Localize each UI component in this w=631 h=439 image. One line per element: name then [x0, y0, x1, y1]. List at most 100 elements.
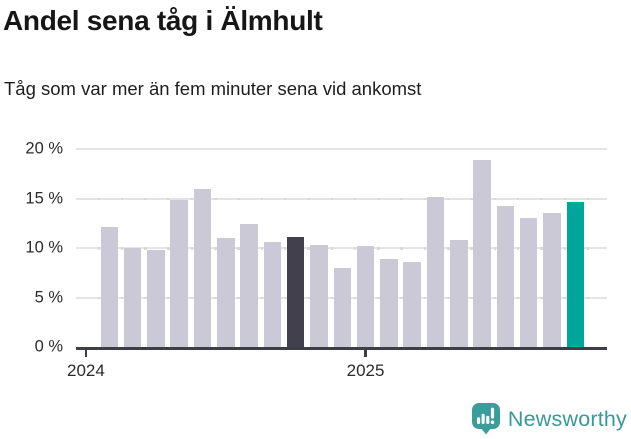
grid-minor-tick	[283, 296, 287, 299]
grid-minor-tick	[423, 247, 427, 250]
grid-minor-tick	[377, 197, 380, 200]
grid-minor-tick	[190, 197, 194, 200]
grid-minor-tick	[353, 197, 357, 200]
grid-minor-tick	[470, 247, 473, 250]
grid-minor-tick	[307, 247, 310, 250]
gridline-15	[76, 197, 607, 200]
grid-minor-tick	[214, 247, 217, 250]
grid-minor-tick	[423, 296, 427, 299]
grid-minor-tick	[167, 247, 170, 250]
grid-minor-tick	[144, 247, 147, 250]
bar-2	[123, 248, 142, 347]
grid-minor-tick	[400, 296, 403, 299]
grid-minor-tick	[144, 296, 147, 299]
x-tick-label-2025: 2025	[346, 361, 385, 380]
grid-minor-tick	[307, 197, 310, 200]
grid-minor-tick	[237, 197, 240, 200]
grid-minor-tick	[516, 296, 520, 299]
grid-minor-tick	[586, 247, 590, 250]
grid-minor-tick	[260, 296, 264, 299]
bar-18	[496, 206, 515, 347]
bar-20	[543, 213, 561, 347]
grid-minor-tick	[330, 247, 333, 250]
grid-minor-tick	[167, 197, 170, 200]
grid-minor-tick	[470, 197, 473, 200]
gridline-20	[76, 148, 607, 150]
bar-1	[100, 227, 118, 347]
bar-13	[380, 258, 398, 347]
newsworthy-icon	[471, 403, 500, 435]
grid-minor-tick	[283, 247, 287, 250]
x-tick-2024	[84, 350, 88, 357]
x-tick-label-2024: 2024	[67, 361, 105, 380]
y-axis-labels: 0 % 5 % 10 % 15 % 20 %	[0, 140, 63, 356]
bar-15	[426, 196, 445, 347]
grid-minor-tick	[516, 197, 520, 200]
grid-minor-tick	[167, 296, 170, 299]
grid-minor-tick	[516, 247, 520, 250]
grid-minor-tick	[586, 197, 590, 200]
grid-minor-tick	[237, 247, 240, 250]
chart-subtitle: Tåg som var mer än fem minuter sena vid …	[4, 78, 422, 99]
newsworthy-logo[interactable]: Newsworthy	[471, 403, 627, 436]
grid-minor-tick	[214, 296, 217, 299]
bar-4	[170, 200, 188, 347]
grid-minor-tick	[447, 197, 450, 200]
grid-minor-tick	[120, 247, 124, 250]
grid-minor-tick	[540, 296, 543, 299]
chart-title: Andel sena tåg i Älmhult	[3, 5, 323, 36]
y-tick-label-10: 10 %	[25, 238, 63, 257]
grid-minor-tick	[493, 296, 497, 299]
grid-minor-tick	[283, 197, 287, 200]
grid-minor-tick	[470, 296, 473, 299]
grid-minor-tick	[423, 197, 427, 200]
grid-minor-tick	[563, 247, 566, 250]
gridline-10	[76, 247, 607, 249]
grid-minor-tick	[330, 197, 333, 200]
x-tick-2025	[364, 350, 367, 357]
grid-minor-tick	[400, 197, 403, 200]
y-tick-label-5: 5 %	[34, 288, 63, 306]
y-tick-label-15: 15 %	[25, 189, 63, 207]
bar-5	[193, 188, 212, 347]
grid-minor-tick	[190, 247, 194, 250]
bar-7	[240, 224, 258, 347]
grid-minor-tick	[214, 197, 217, 200]
bar-21	[566, 202, 584, 347]
bar-11	[333, 267, 351, 347]
grid-minor-tick	[586, 296, 590, 299]
bar-17	[473, 159, 491, 347]
bar-12	[356, 246, 375, 347]
grid-minor-tick	[144, 197, 147, 200]
bar-14	[403, 261, 421, 347]
grid-minor-tick	[97, 197, 100, 200]
grid-minor-tick	[190, 296, 194, 299]
grid-minor-tick	[447, 247, 450, 250]
grid-minor-tick	[97, 296, 100, 299]
grid-minor-tick	[353, 247, 357, 250]
newsworthy-wordmark: Newsworthy	[507, 407, 627, 431]
grid-minor-tick	[377, 296, 380, 299]
grid-minor-tick	[377, 247, 380, 250]
grid-minor-tick	[353, 296, 357, 299]
grid-minor-tick	[447, 296, 450, 299]
grid-minor-tick	[97, 247, 100, 250]
bar-9	[286, 237, 305, 347]
bar-6	[217, 238, 235, 347]
grid-minor-tick	[260, 197, 264, 200]
grid-minor-tick	[120, 296, 124, 299]
grid-minor-tick	[400, 247, 403, 250]
plot-area: 2024 2025	[67, 148, 607, 380]
grid-minor-tick	[260, 247, 264, 250]
bar-10	[310, 245, 328, 347]
grid-minor-tick	[493, 247, 497, 250]
grid-minor-tick	[493, 197, 497, 200]
grid-minor-tick	[563, 296, 566, 299]
y-tick-label-0: 0 %	[34, 337, 63, 356]
grid-minor-tick	[540, 197, 543, 200]
y-tick-label-20: 20 %	[25, 139, 63, 158]
x-axis-line	[76, 347, 607, 350]
grid-minor-tick	[237, 296, 240, 299]
grid-minor-tick	[120, 197, 124, 200]
